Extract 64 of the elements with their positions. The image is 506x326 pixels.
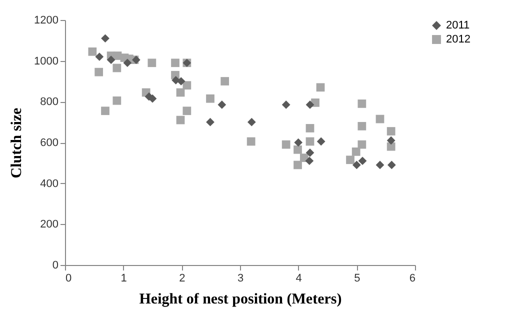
point [246,137,256,146]
point [352,160,361,170]
point [316,83,325,92]
point [306,124,314,132]
x-tick-label: 4 [296,272,302,284]
point [306,148,314,157]
point [206,118,214,126]
point [101,106,110,116]
point [206,94,214,103]
point [306,137,314,146]
point [352,148,360,156]
point [171,58,180,68]
point [306,100,314,109]
point [346,156,354,164]
point [387,160,396,170]
point [294,160,302,170]
x-tick-label: 1 [120,272,127,284]
point [218,100,226,109]
point [176,77,186,86]
point [112,96,122,105]
point [358,140,366,149]
x-tick-label: 5 [354,272,360,284]
point [112,64,122,72]
point [123,58,132,68]
point [294,138,303,147]
point [294,145,302,154]
point [182,81,192,90]
point [182,106,192,116]
point [386,136,396,145]
y-tick-label: 400 [40,178,58,190]
point [386,142,396,151]
y-tick-label: 1000 [34,55,58,68]
y-tick-label: 200 [40,218,58,231]
point [247,118,256,126]
y-tick-label: 600 [40,137,58,149]
legend-label: 2011 [446,20,470,32]
point [376,160,384,170]
y-tick-label: 800 [40,96,58,108]
point [88,47,97,56]
y-axis-title: Clutch size [9,107,26,178]
point [95,52,104,61]
point [316,137,326,146]
point [101,34,110,43]
x-tick-label: 3 [237,272,244,284]
x-tick-label: 0 [66,272,72,284]
point [176,116,185,124]
x-tick-label: 2 [179,272,186,284]
point [282,140,290,149]
point [220,77,230,86]
x-tick-label: 6 [409,272,416,284]
point [376,114,384,124]
x-axis-title: Height of nest position (Meters) [139,292,342,308]
point [386,127,396,136]
point [305,156,314,166]
point [148,58,156,68]
point [94,68,104,76]
y-tick-label: 0 [52,260,58,272]
point [358,156,367,166]
point [358,100,366,108]
point [282,100,290,109]
legend-label: 2012 [446,34,470,46]
point [106,56,116,64]
y-tick-label: 1200 [34,14,58,26]
point [358,122,366,130]
